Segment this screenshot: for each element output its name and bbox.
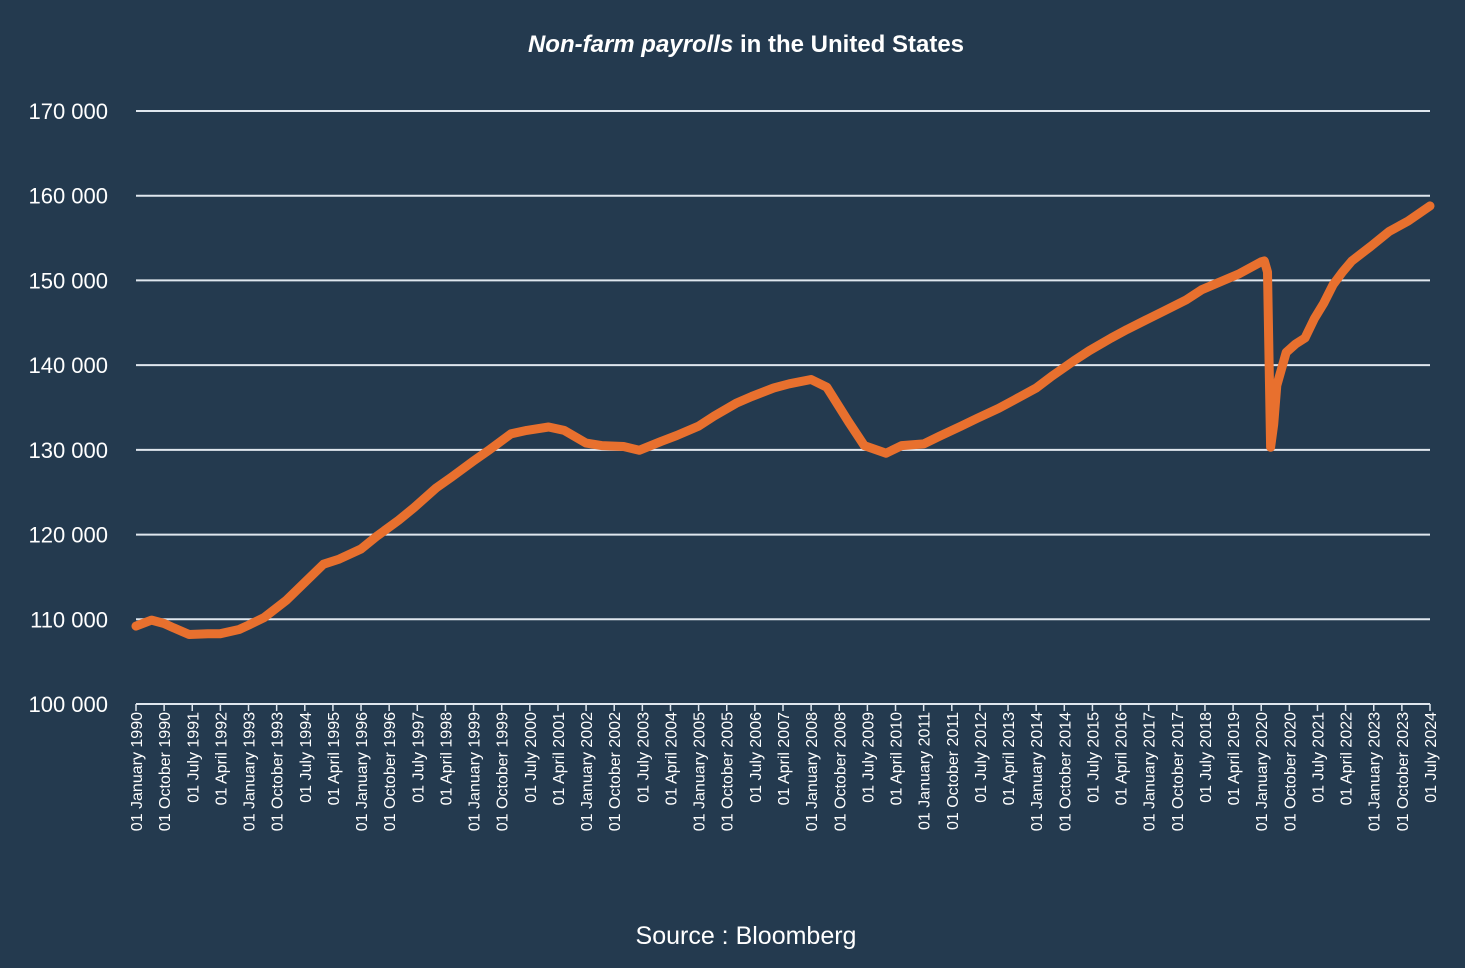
x-tick-label: 01 July 1991	[185, 712, 202, 803]
x-tick-label: 01 April 2004	[663, 712, 680, 806]
x-tick-label: 01 January 1993	[242, 712, 259, 831]
x-tick-label: 01 July 2021	[1310, 712, 1327, 803]
x-tick-label: 01 January 2023	[1367, 712, 1384, 831]
x-tick-label: 01 January 1990	[129, 712, 146, 831]
x-tick-label: 01 October 1990	[157, 712, 174, 831]
x-tick-label: 01 July 2003	[635, 712, 652, 803]
x-tick-label: 01 January 2002	[579, 712, 596, 831]
x-tick-label: 01 October 2023	[1395, 712, 1412, 831]
x-tick-label: 01 April 1995	[326, 712, 343, 806]
x-tick-label: 01 October 2017	[1170, 712, 1187, 831]
series-layer	[131, 201, 1435, 639]
chart-title-italic: Non-farm payrolls	[528, 31, 733, 58]
y-tick-label: 160 000	[28, 184, 108, 209]
x-tick-label: 01 April 2001	[551, 712, 568, 806]
chart-title: Non-farm payrolls in the United States	[528, 31, 964, 58]
y-tick-label: 150 000	[28, 268, 108, 293]
x-tick-label: 01 April 2019	[1226, 712, 1243, 806]
x-tick-label: 01 July 2012	[973, 712, 990, 803]
x-tick-label: 01 January 2017	[1142, 712, 1159, 831]
y-tick-label: 100 000	[28, 692, 108, 717]
x-tick-label: 01 July 2024	[1423, 712, 1440, 803]
x-tick-label: 01 April 1998	[438, 712, 455, 806]
y-tick-label: 120 000	[28, 523, 108, 548]
x-tick-label: 01 January 2014	[1029, 712, 1046, 831]
x-tick-label: 01 January 2011	[917, 712, 934, 830]
x-tick-label: 01 April 2010	[889, 712, 906, 806]
x-tick-label: 01 October 1993	[270, 712, 287, 831]
x-tick-label: 01 July 1994	[298, 712, 315, 803]
source-note: Source : Bloomberg	[636, 922, 857, 950]
grid-lines	[136, 110, 1430, 705]
x-tick-label: 01 January 2008	[804, 712, 821, 831]
x-tick-label: 01 April 2016	[1114, 712, 1131, 806]
x-tick-label: 01 April 1992	[213, 712, 230, 806]
x-tick-label: 01 January 2020	[1254, 712, 1271, 831]
x-tick-label: 01 July 2015	[1085, 712, 1102, 803]
chart-title-rest: in the United States	[733, 31, 964, 58]
x-tick-label: 01 July 2000	[523, 712, 540, 803]
x-tick-label: 01 October 2008	[832, 712, 849, 831]
series-line-payrolls	[131, 201, 1435, 639]
x-axis-ticks: 01 January 1990 01 October 1990 01 July 19…	[129, 704, 1440, 831]
y-tick-label: 130 000	[28, 438, 108, 463]
x-tick-label: 01 October 2014	[1057, 712, 1074, 831]
y-axis-ticks: 100 000 110 000 120 000 130 000 140 000 150 0…	[28, 99, 108, 717]
x-tick-label: 01 October 2011	[945, 712, 962, 830]
x-tick-label: 01 October 2005	[720, 712, 737, 831]
x-tick-label: 01 April 2022	[1339, 712, 1356, 806]
x-tick-label: 01 October 1999	[495, 712, 512, 831]
x-tick-label: 01 April 2007	[776, 712, 793, 806]
x-tick-label: 01 April 2013	[1001, 712, 1018, 806]
y-tick-label: 170 000	[28, 99, 108, 124]
x-tick-label: 01 January 1999	[467, 712, 484, 831]
y-tick-label: 110 000	[30, 607, 108, 632]
x-tick-label: 01 October 2020	[1282, 712, 1299, 831]
x-tick-label: 01 January 2005	[692, 712, 709, 831]
x-tick-label: 01 October 1996	[382, 712, 399, 831]
x-tick-label: 01 January 1996	[354, 712, 371, 831]
y-tick-label: 140 000	[28, 353, 108, 378]
x-tick-label: 01 October 2002	[607, 712, 624, 831]
x-tick-label: 01 July 2006	[748, 712, 765, 803]
x-tick-label: 01 July 1997	[410, 712, 427, 803]
x-tick-label: 01 July 2009	[860, 712, 877, 803]
x-tick-label: 01 July 2018	[1198, 712, 1215, 803]
